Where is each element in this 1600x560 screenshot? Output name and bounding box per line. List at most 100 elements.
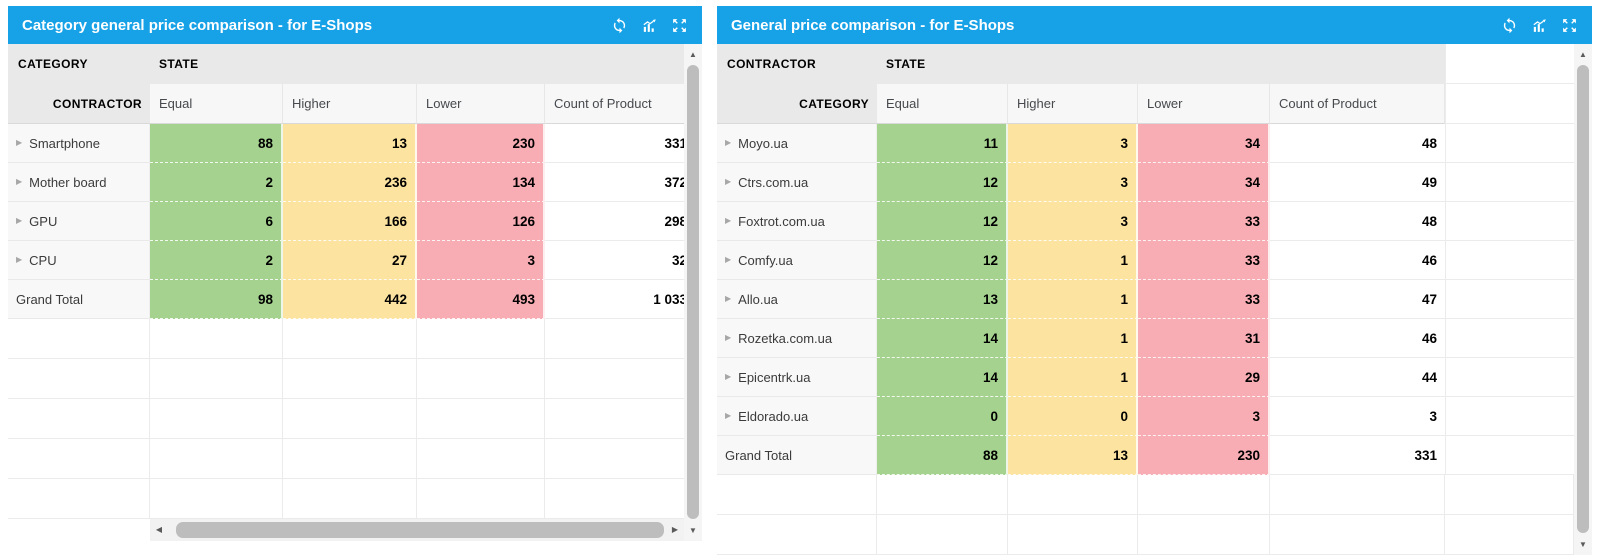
value-cell-higher[interactable]: 1 bbox=[1008, 358, 1138, 397]
count-cell[interactable]: 298 bbox=[545, 202, 684, 241]
row-label[interactable]: ▶ Rozetka.com.ua bbox=[717, 319, 877, 358]
count-cell[interactable]: 44 bbox=[1270, 358, 1445, 397]
expand-row-icon[interactable]: ▶ bbox=[16, 215, 23, 225]
value-cell-equal[interactable]: 0 bbox=[877, 397, 1008, 436]
value-cell-higher[interactable]: 13 bbox=[283, 124, 417, 163]
charts-icon[interactable] bbox=[1531, 17, 1548, 34]
scroll-down-arrow[interactable]: ▼ bbox=[1579, 540, 1587, 549]
row-label[interactable]: ▶ Epicentrk.ua bbox=[717, 358, 877, 397]
value-cell-equal[interactable]: 12 bbox=[877, 163, 1008, 202]
expand-row-icon[interactable]: ▶ bbox=[16, 254, 23, 264]
corner-dimension-label[interactable]: CONTRACTOR bbox=[717, 44, 877, 84]
value-cell-higher[interactable]: 27 bbox=[283, 241, 417, 280]
value-cell-equal[interactable]: 13 bbox=[877, 280, 1008, 319]
row-label[interactable]: ▶ Eldorado.ua bbox=[717, 397, 877, 436]
value-cell-higher[interactable]: 1 bbox=[1008, 280, 1138, 319]
expand-row-icon[interactable]: ▶ bbox=[16, 137, 23, 147]
fullscreen-icon[interactable] bbox=[671, 17, 688, 34]
count-cell[interactable]: 47 bbox=[1270, 280, 1445, 319]
count-cell[interactable]: 46 bbox=[1270, 241, 1445, 280]
expand-row-icon[interactable]: ▶ bbox=[725, 215, 732, 225]
row-label[interactable]: ▶ GPU bbox=[8, 202, 150, 241]
count-cell[interactable]: 48 bbox=[1270, 124, 1445, 163]
count-cell[interactable]: 32 bbox=[545, 241, 684, 280]
column-header-count[interactable]: Count of Product bbox=[545, 84, 684, 124]
value-cell-lower[interactable]: 34 bbox=[1138, 124, 1270, 163]
scroll-right-arrow[interactable]: ▶ bbox=[671, 525, 679, 534]
scroll-up-arrow[interactable]: ▲ bbox=[689, 50, 697, 59]
fullscreen-icon[interactable] bbox=[1561, 17, 1578, 34]
value-cell-higher[interactable]: 0 bbox=[1008, 397, 1138, 436]
value-cell-higher[interactable]: 166 bbox=[283, 202, 417, 241]
expand-row-icon[interactable]: ▶ bbox=[725, 176, 732, 186]
column-header-higher[interactable]: Higher bbox=[283, 84, 417, 124]
row-label[interactable]: ▶ Mother board bbox=[8, 163, 150, 202]
expand-row-icon[interactable]: ▶ bbox=[725, 293, 732, 303]
refresh-icon[interactable] bbox=[1501, 17, 1518, 34]
value-cell-equal[interactable]: 2 bbox=[150, 163, 283, 202]
row-label[interactable]: ▶ CPU bbox=[8, 241, 150, 280]
column-header-equal[interactable]: Equal bbox=[150, 84, 283, 124]
expand-row-icon[interactable]: ▶ bbox=[725, 137, 732, 147]
count-cell[interactable]: 372 bbox=[545, 163, 684, 202]
value-cell-lower[interactable]: 31 bbox=[1138, 319, 1270, 358]
value-cell-lower[interactable]: 33 bbox=[1138, 241, 1270, 280]
value-cell-equal[interactable]: 88 bbox=[150, 124, 283, 163]
row-label[interactable]: ▶ Moyo.ua bbox=[717, 124, 877, 163]
value-cell-lower[interactable]: 3 bbox=[1138, 397, 1270, 436]
value-cell-equal[interactable]: 11 bbox=[877, 124, 1008, 163]
value-cell-higher[interactable]: 3 bbox=[1008, 202, 1138, 241]
value-cell-equal[interactable]: 14 bbox=[877, 358, 1008, 397]
value-cell-lower[interactable]: 33 bbox=[1138, 202, 1270, 241]
value-cell-higher[interactable]: 236 bbox=[283, 163, 417, 202]
column-header-equal[interactable]: Equal bbox=[877, 84, 1008, 124]
corner-dimension-label[interactable]: CATEGORY bbox=[8, 44, 150, 84]
count-cell[interactable]: 48 bbox=[1270, 202, 1445, 241]
grand-total-lower[interactable]: 230 bbox=[1138, 436, 1270, 475]
grand-total-count[interactable]: 1 033 bbox=[545, 280, 684, 319]
value-cell-lower[interactable]: 29 bbox=[1138, 358, 1270, 397]
count-cell[interactable]: 46 bbox=[1270, 319, 1445, 358]
column-header-count[interactable]: Count of Product bbox=[1270, 84, 1445, 124]
value-cell-equal[interactable]: 2 bbox=[150, 241, 283, 280]
value-cell-lower[interactable]: 34 bbox=[1138, 163, 1270, 202]
vertical-scrollbar-thumb[interactable] bbox=[687, 65, 699, 519]
value-cell-equal[interactable]: 12 bbox=[877, 241, 1008, 280]
scroll-down-arrow[interactable]: ▼ bbox=[689, 526, 697, 535]
expand-row-icon[interactable]: ▶ bbox=[725, 371, 732, 381]
row-dimension-label[interactable]: CATEGORY bbox=[717, 84, 877, 124]
grand-total-lower[interactable]: 493 bbox=[417, 280, 545, 319]
expand-row-icon[interactable]: ▶ bbox=[16, 176, 23, 186]
row-dimension-label[interactable]: CONTRACTOR bbox=[8, 84, 150, 124]
value-cell-higher[interactable]: 1 bbox=[1008, 241, 1138, 280]
column-header-higher[interactable]: Higher bbox=[1008, 84, 1138, 124]
grand-total-equal[interactable]: 98 bbox=[150, 280, 283, 319]
column-header-lower[interactable]: Lower bbox=[1138, 84, 1270, 124]
value-cell-equal[interactable]: 6 bbox=[150, 202, 283, 241]
count-cell[interactable]: 331 bbox=[545, 124, 684, 163]
value-cell-lower[interactable]: 3 bbox=[417, 241, 545, 280]
grand-total-higher[interactable]: 13 bbox=[1008, 436, 1138, 475]
scroll-up-arrow[interactable]: ▲ bbox=[1579, 50, 1587, 59]
row-label[interactable]: ▶ Foxtrot.com.ua bbox=[717, 202, 877, 241]
grand-total-count[interactable]: 331 bbox=[1270, 436, 1445, 475]
value-cell-higher[interactable]: 3 bbox=[1008, 124, 1138, 163]
state-dimension-label[interactable]: STATE bbox=[150, 44, 684, 84]
count-cell[interactable]: 49 bbox=[1270, 163, 1445, 202]
column-header-lower[interactable]: Lower bbox=[417, 84, 545, 124]
value-cell-higher[interactable]: 3 bbox=[1008, 163, 1138, 202]
grand-total-higher[interactable]: 442 bbox=[283, 280, 417, 319]
expand-row-icon[interactable]: ▶ bbox=[725, 254, 732, 264]
horizontal-scrollbar-thumb[interactable] bbox=[176, 522, 664, 538]
vertical-scrollbar[interactable]: ▲ ▼ bbox=[684, 44, 702, 541]
row-label[interactable]: ▶ Smartphone bbox=[8, 124, 150, 163]
value-cell-equal[interactable]: 12 bbox=[877, 202, 1008, 241]
scroll-left-arrow[interactable]: ◀ bbox=[155, 525, 163, 534]
value-cell-lower[interactable]: 134 bbox=[417, 163, 545, 202]
horizontal-scrollbar[interactable]: ◀ ▶ bbox=[150, 519, 684, 541]
expand-row-icon[interactable]: ▶ bbox=[725, 410, 732, 420]
vertical-scrollbar[interactable]: ▲ ▼ bbox=[1574, 44, 1592, 555]
row-label[interactable]: ▶ Ctrs.com.ua bbox=[717, 163, 877, 202]
value-cell-lower[interactable]: 126 bbox=[417, 202, 545, 241]
value-cell-lower[interactable]: 33 bbox=[1138, 280, 1270, 319]
